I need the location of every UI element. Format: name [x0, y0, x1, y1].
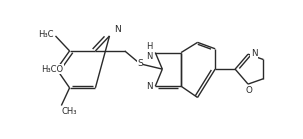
Text: H
N: H N — [146, 42, 152, 61]
Text: H₃CO: H₃CO — [42, 65, 64, 74]
Text: S: S — [137, 59, 143, 68]
Text: CH₃: CH₃ — [62, 107, 77, 116]
Text: N: N — [114, 25, 121, 34]
Text: N: N — [146, 82, 152, 91]
Text: N: N — [251, 49, 257, 58]
Text: H₃C: H₃C — [38, 30, 54, 39]
Text: O: O — [246, 86, 253, 95]
